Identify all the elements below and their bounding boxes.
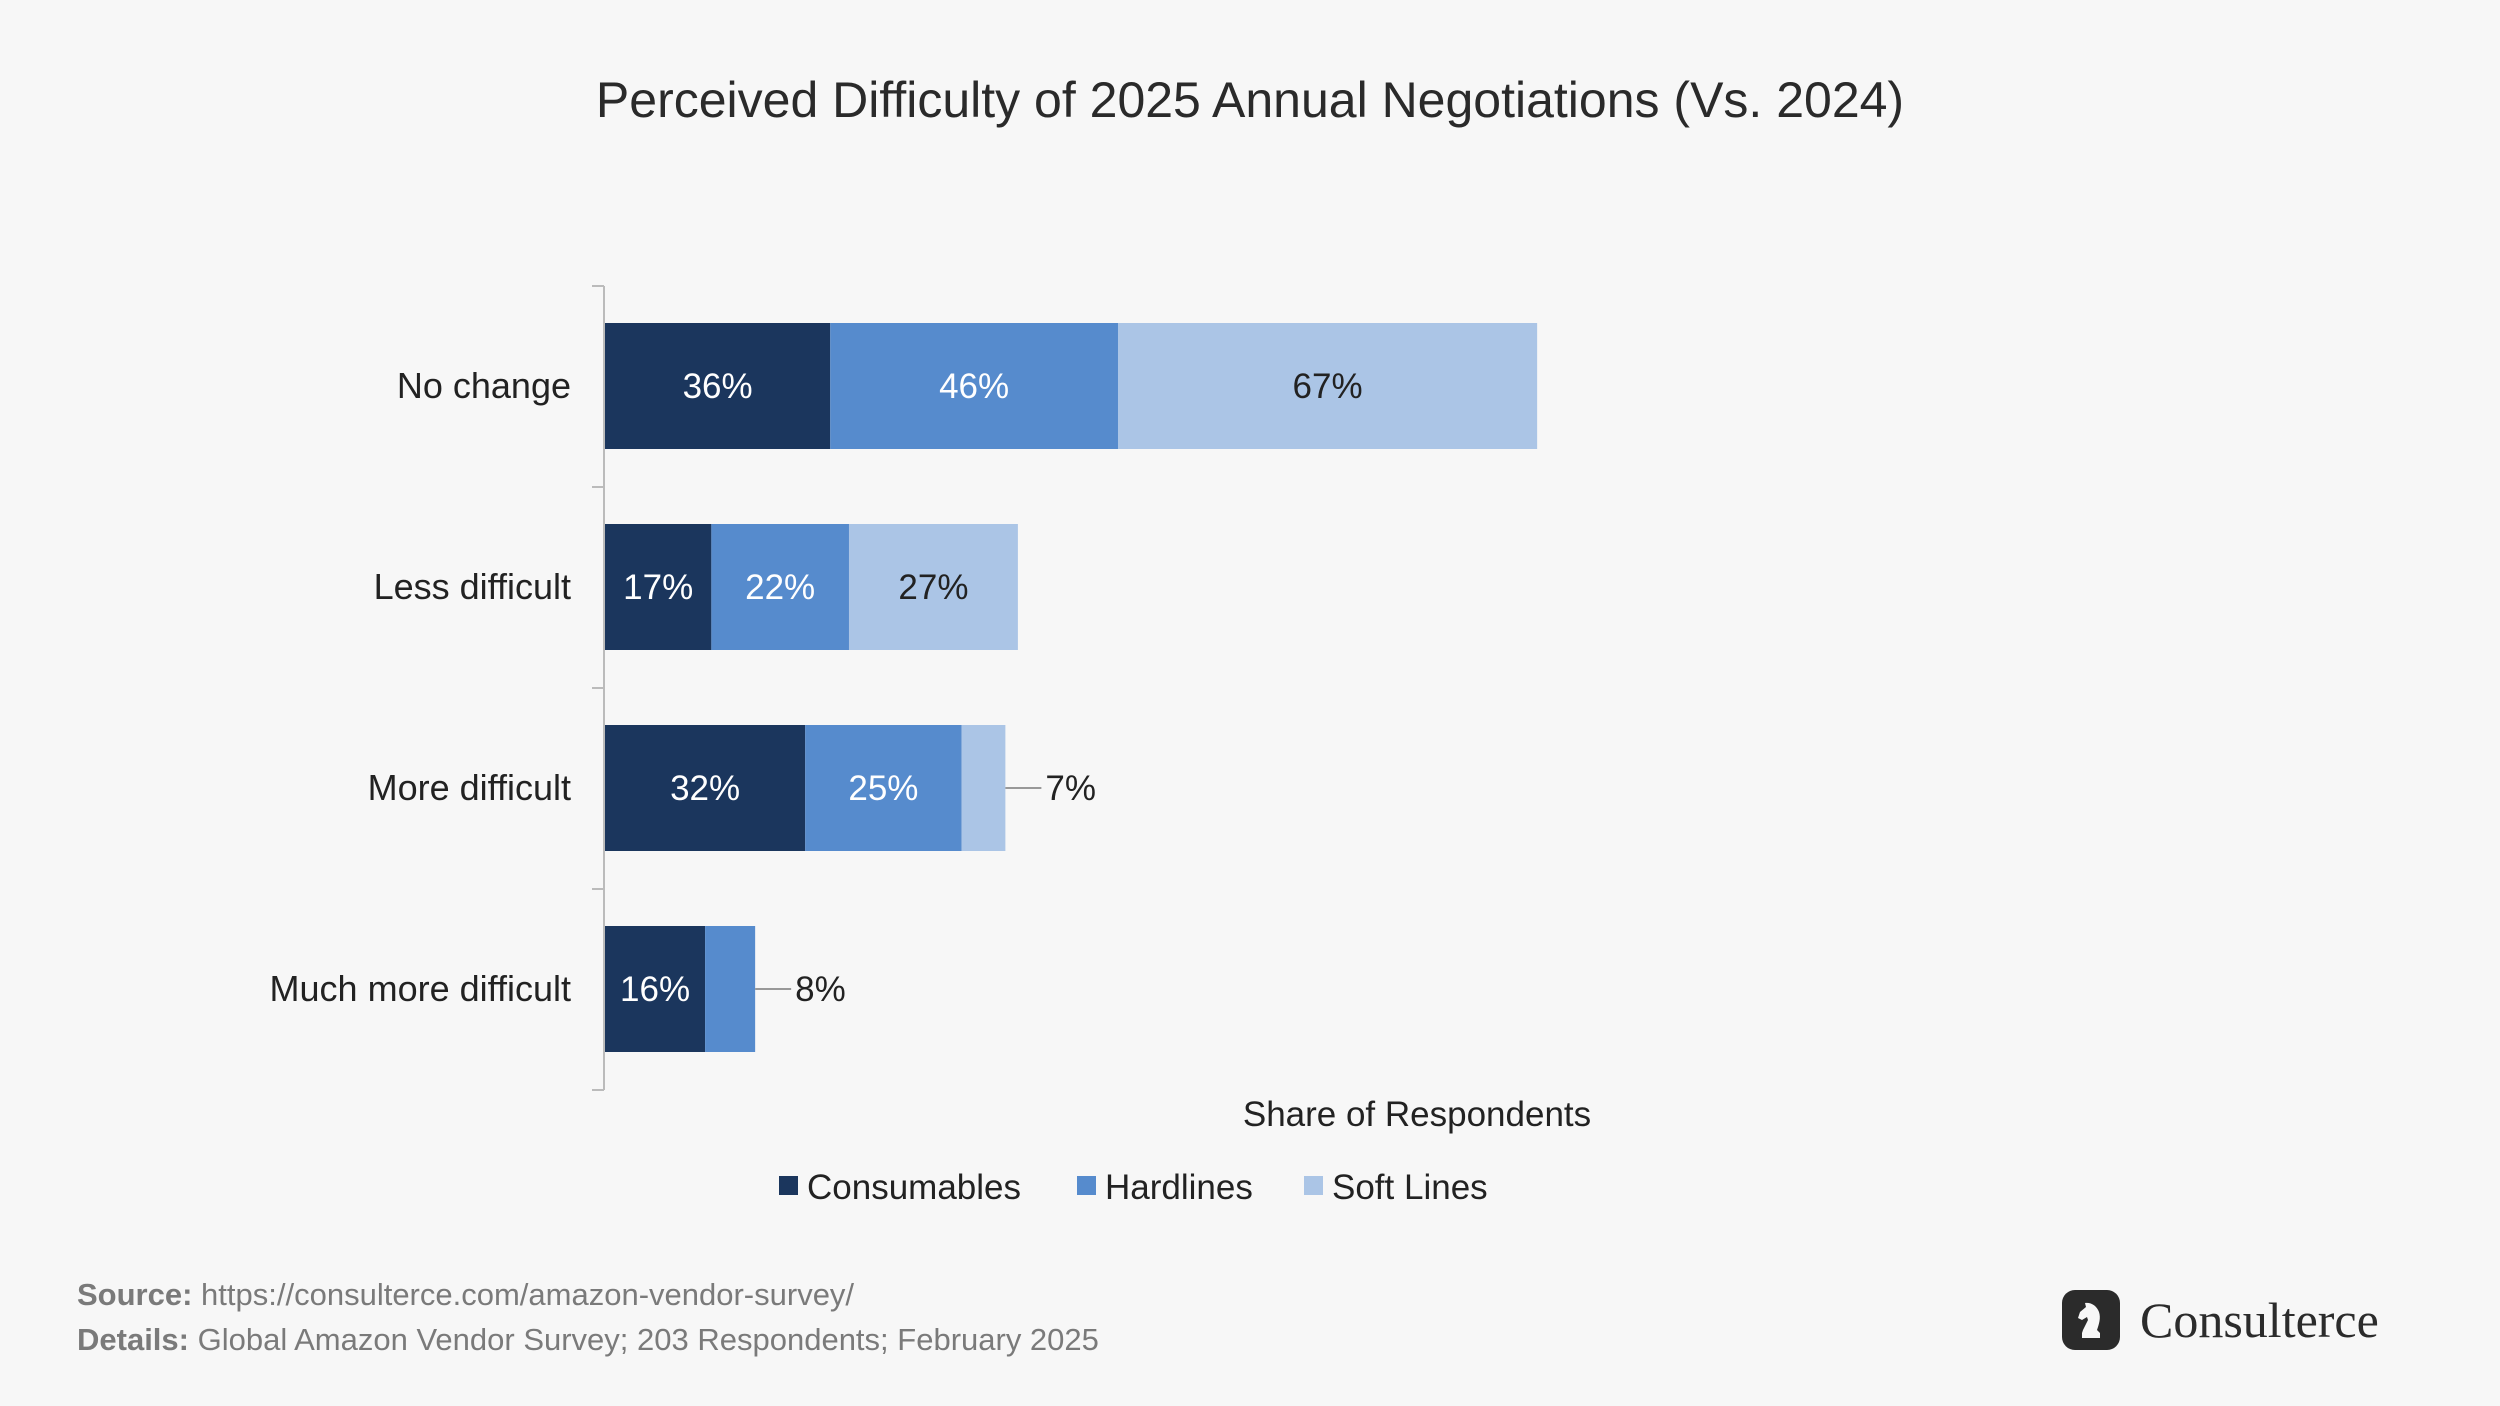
details-label: Details: bbox=[77, 1322, 189, 1357]
bar-group: 17% 22% 27% bbox=[605, 524, 1018, 650]
source-line: Source: https://consulterce.com/amazon-v… bbox=[77, 1272, 1099, 1317]
category-label: No change bbox=[397, 365, 571, 406]
legend: Consumables Hardlines Soft Lines bbox=[779, 1168, 1488, 1207]
bar-group: 16% 8% bbox=[605, 926, 846, 1052]
source-label: Source: bbox=[77, 1277, 193, 1312]
data-label: 46% bbox=[939, 367, 1009, 406]
data-label: 36% bbox=[683, 367, 753, 406]
bars: 36% 46% 67% 17% 22% 27% 32% 25% 7% 16% 8% bbox=[605, 323, 1538, 1052]
data-label: 17% bbox=[623, 568, 693, 607]
chart-title: Perceived Difficulty of 2025 Annual Nego… bbox=[596, 72, 1904, 128]
bar-group: 36% 46% 67% bbox=[605, 323, 1538, 449]
legend-label: Hardlines bbox=[1105, 1168, 1253, 1207]
data-label: 22% bbox=[745, 568, 815, 607]
legend-label: Consumables bbox=[807, 1168, 1021, 1207]
bar-segment bbox=[605, 524, 712, 650]
legend-label: Soft Lines bbox=[1332, 1168, 1488, 1207]
data-label: 27% bbox=[898, 568, 968, 607]
bar-group: 32% 25% 7% bbox=[605, 725, 1096, 851]
bar-segment bbox=[830, 323, 1118, 449]
x-axis-title: Share of Respondents bbox=[1243, 1095, 1591, 1134]
data-label: 16% bbox=[620, 970, 690, 1009]
data-label: 25% bbox=[848, 769, 918, 808]
bar-segment bbox=[848, 524, 1018, 650]
bar-segment bbox=[711, 524, 849, 650]
data-label: 8% bbox=[795, 970, 846, 1009]
bar-segment bbox=[705, 926, 756, 1052]
bar-segment bbox=[605, 725, 806, 851]
category-label: Less difficult bbox=[374, 566, 571, 607]
brand-name: Consulterce bbox=[2140, 1292, 2379, 1348]
chess-knight-icon bbox=[2062, 1290, 2120, 1350]
brand-logo: Consulterce bbox=[2062, 1290, 2379, 1350]
bar-segment bbox=[1117, 323, 1538, 449]
y-axis: No change Less difficult More difficult Muc… bbox=[270, 285, 605, 1091]
legend-swatch bbox=[779, 1176, 798, 1195]
data-label: 32% bbox=[670, 769, 740, 808]
category-label: More difficult bbox=[368, 767, 571, 808]
category-label: Much more difficult bbox=[270, 968, 571, 1009]
bar-segment bbox=[961, 725, 1006, 851]
details-text: Global Amazon Vendor Survey; 203 Respond… bbox=[197, 1322, 1099, 1357]
source-text: https://consulterce.com/amazon-vendor-su… bbox=[201, 1277, 855, 1312]
legend-swatch bbox=[1304, 1176, 1323, 1195]
details-line: Details: Global Amazon Vendor Survey; 20… bbox=[77, 1317, 1099, 1362]
data-label: 7% bbox=[1045, 769, 1096, 808]
bar-segment bbox=[805, 725, 962, 851]
bar-segment bbox=[605, 323, 831, 449]
legend-swatch bbox=[1077, 1176, 1096, 1195]
bar-segment bbox=[605, 926, 706, 1052]
footer: Source: https://consulterce.com/amazon-v… bbox=[77, 1272, 1099, 1362]
data-label: 67% bbox=[1293, 367, 1363, 406]
